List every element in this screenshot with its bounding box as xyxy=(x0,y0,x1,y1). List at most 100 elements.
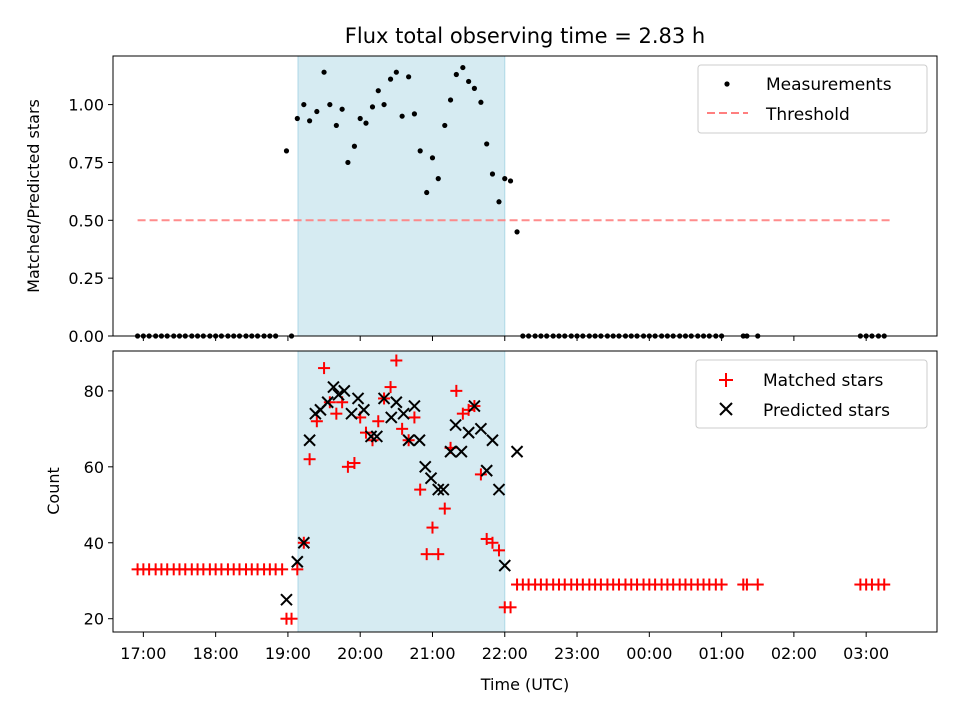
top-legend: Measurements Threshold xyxy=(697,64,928,134)
y-tick-label: 20 xyxy=(84,610,104,629)
predicted-stars-points xyxy=(280,380,524,606)
measurement-point xyxy=(294,115,300,122)
chart-title: Flux total observing time = 2.83 h xyxy=(345,24,705,48)
predicted-star-point xyxy=(437,483,450,496)
predicted-star-point xyxy=(370,430,384,443)
matched-star-point xyxy=(323,396,336,409)
predicted-star-point xyxy=(419,460,432,474)
matched-star-point xyxy=(390,354,403,367)
predicted-star-point xyxy=(303,434,316,447)
matched-star-point xyxy=(432,548,445,561)
matched-star-point xyxy=(504,601,517,614)
y-tick-label: 0.25 xyxy=(68,269,104,288)
predicted-star-point xyxy=(377,392,391,405)
matched-star-point xyxy=(372,415,385,428)
y-tick-label: 40 xyxy=(84,534,104,553)
measurement-point xyxy=(453,71,459,78)
legend-matched-marker xyxy=(719,373,733,387)
legend-predicted-label: Predicted stars xyxy=(763,401,890,421)
predicted-star-point xyxy=(338,384,351,398)
top-axes-frame xyxy=(112,55,938,337)
measurement-point xyxy=(429,155,436,161)
predicted-star-point xyxy=(291,555,304,568)
predicted-star-point xyxy=(424,472,438,485)
x-tick-label: 23:00 xyxy=(554,644,600,663)
bottom-axes-frame xyxy=(112,350,938,633)
measurement-point xyxy=(333,122,339,129)
y-tick-label: 80 xyxy=(84,382,104,401)
matched-star-point xyxy=(348,457,361,470)
predicted-star-point xyxy=(297,536,311,549)
measurement-point xyxy=(339,106,345,112)
predicted-star-point xyxy=(390,396,403,409)
measurement-point xyxy=(442,122,448,129)
matched-star-point xyxy=(450,384,463,397)
x-tick-label: 03:00 xyxy=(843,644,889,663)
measurement-point xyxy=(435,176,441,182)
y-tick-label: 0.50 xyxy=(68,211,104,230)
predicted-star-point xyxy=(385,411,398,424)
matched-star-point xyxy=(330,407,343,420)
measurement-point xyxy=(375,88,381,94)
matched-star-point xyxy=(414,483,427,496)
bottom-legend: Matched stars Predicted stars xyxy=(695,359,928,429)
x-tick-label: 19:00 xyxy=(265,644,311,663)
measurement-point xyxy=(321,69,327,75)
x-tick-label: 22:00 xyxy=(482,644,528,663)
measurement-point xyxy=(314,108,320,115)
measurement-point xyxy=(471,85,478,91)
matched-star-point xyxy=(492,544,505,557)
matched-star-point xyxy=(438,502,451,515)
matched-star-point xyxy=(486,536,499,549)
predicted-star-point xyxy=(280,593,293,606)
predicted-star-point xyxy=(364,430,378,443)
x-tick-label: 21:00 xyxy=(409,644,455,663)
matched-star-point xyxy=(426,521,439,534)
bottom-shaded-interval xyxy=(297,350,506,633)
bottom-legend-box xyxy=(695,359,928,429)
predicted-star-point xyxy=(449,418,462,432)
measurement-point xyxy=(399,113,405,119)
predicted-star-point xyxy=(432,483,445,496)
bottom-y-ticks: 20 40 60 80 xyxy=(84,382,113,629)
predicted-star-point xyxy=(357,403,371,417)
matched-star-point xyxy=(276,563,289,576)
predicted-star-point xyxy=(402,434,415,447)
measurement-point xyxy=(393,69,399,75)
measurement-point xyxy=(301,101,307,108)
bottom-y-axis-label: Count xyxy=(44,467,63,515)
bottom-panel: 20 40 60 80 17:00 18:00 19:00 20:00 21:00 22:00 2… xyxy=(44,350,938,694)
y-tick-label: 0.75 xyxy=(68,153,104,172)
measurement-point xyxy=(514,229,520,235)
x-tick-label: 01:00 xyxy=(699,644,745,663)
predicted-star-point xyxy=(462,426,475,439)
x-tick-label: 20:00 xyxy=(337,644,383,663)
predicted-star-point xyxy=(413,434,426,447)
top-legend-box xyxy=(697,64,928,134)
predicted-star-point xyxy=(486,434,499,447)
measurement-point xyxy=(369,104,376,110)
x-tick-label: 17:00 xyxy=(120,644,166,663)
matched-star-point xyxy=(878,578,891,591)
top-shaded-interval xyxy=(297,55,506,337)
matched-star-point xyxy=(318,362,331,375)
measurement-point xyxy=(283,148,290,154)
matched-star-point xyxy=(396,422,409,435)
matched-star-point xyxy=(384,381,397,394)
legend-measurements-label: Measurements xyxy=(766,75,892,95)
measurement-point xyxy=(381,101,387,108)
top-panel: 0.00 0.25 0.50 0.75 1.00 Matched/Predicted s… xyxy=(24,55,938,346)
matched-star-point xyxy=(751,578,764,591)
matched-star-point xyxy=(420,548,433,561)
legend-predicted-marker xyxy=(719,402,733,416)
measurement-point xyxy=(424,189,430,196)
matched-star-point xyxy=(740,578,753,591)
matched-star-point xyxy=(310,415,323,428)
predicted-star-point xyxy=(498,559,511,572)
top-x-ticks xyxy=(142,336,867,341)
predicted-star-point xyxy=(321,396,334,409)
measurement-point xyxy=(307,118,313,124)
predicted-star-point xyxy=(455,445,468,458)
measurement-point xyxy=(417,148,423,154)
